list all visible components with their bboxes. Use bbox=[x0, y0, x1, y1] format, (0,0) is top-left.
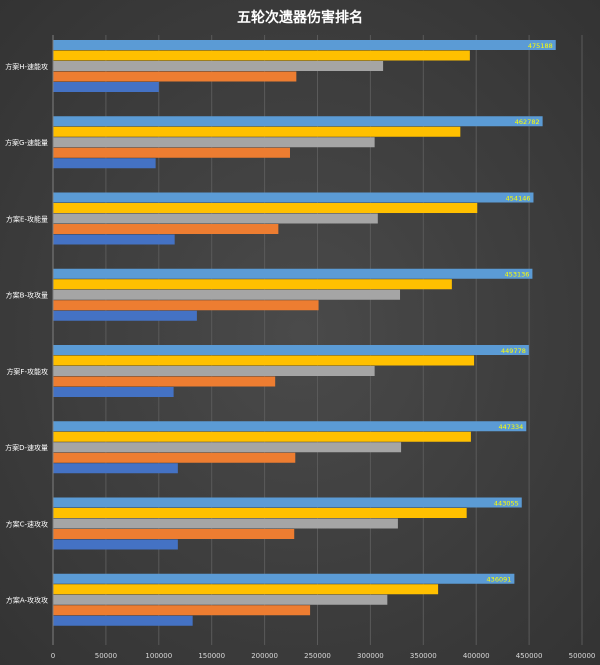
data-label: 436091 bbox=[487, 576, 512, 584]
bar-series4 bbox=[53, 147, 290, 158]
x-tick-label: 0 bbox=[51, 652, 55, 660]
data-label: 453136 bbox=[505, 271, 530, 279]
bar-series2 bbox=[53, 431, 471, 442]
x-tick-label: 300000 bbox=[357, 652, 384, 660]
bar-series5 bbox=[53, 615, 193, 626]
category-label: 方案D-速攻量 bbox=[5, 443, 48, 452]
bar-series3 bbox=[53, 366, 375, 376]
bar-series5 bbox=[53, 387, 174, 397]
bar-series3 bbox=[53, 61, 384, 71]
bar-series2 bbox=[53, 355, 475, 366]
x-tick-label: 350000 bbox=[410, 652, 437, 660]
data-label: 462782 bbox=[515, 118, 540, 126]
bar-series3 bbox=[53, 289, 401, 300]
category-label: 方案H-速能攻 bbox=[5, 62, 48, 71]
bar-series2 bbox=[53, 50, 470, 61]
labels-layer: 475188 462782 454146 453136 449778 447334 4430… bbox=[487, 42, 553, 584]
bar-series3 bbox=[53, 518, 398, 529]
bar-series5 bbox=[53, 234, 175, 245]
category-label: 方案B-攻攻量 bbox=[6, 291, 48, 300]
bar-series5 bbox=[53, 463, 178, 474]
x-tick-label: 100000 bbox=[145, 652, 172, 660]
bar-total bbox=[53, 497, 522, 508]
data-label: 475188 bbox=[528, 42, 553, 50]
x-tick-label: 250000 bbox=[304, 652, 331, 660]
category-label: 方案E-攻能量 bbox=[6, 214, 48, 223]
grid-layer bbox=[52, 35, 583, 645]
bar-series2 bbox=[53, 279, 452, 290]
axis-layer: 0 50000 100000 150000 200000 250000 300000 3500… bbox=[5, 35, 595, 660]
bar-series5 bbox=[53, 82, 159, 92]
bar-series4 bbox=[53, 605, 311, 616]
data-label: 443055 bbox=[494, 499, 519, 507]
bar-series5 bbox=[53, 539, 178, 550]
category-label: 方案A-攻攻攻 bbox=[6, 596, 48, 605]
bar-total bbox=[53, 345, 529, 355]
bar-total bbox=[53, 40, 556, 50]
bar-total bbox=[53, 268, 533, 279]
bar-total bbox=[53, 116, 543, 127]
chart-title: 五轮次遗器伤害排名 bbox=[237, 9, 363, 26]
data-label: 454146 bbox=[506, 194, 531, 202]
x-tick-label: 450000 bbox=[516, 652, 543, 660]
x-tick-label: 400000 bbox=[463, 652, 490, 660]
x-tick-label: 150000 bbox=[198, 652, 225, 660]
category-label: 方案F-攻能攻 bbox=[6, 367, 48, 376]
bar-series2 bbox=[53, 126, 461, 137]
bar-series2 bbox=[53, 584, 439, 595]
bar-series5 bbox=[53, 310, 197, 321]
data-label: 447334 bbox=[498, 423, 523, 431]
bar-total bbox=[53, 421, 527, 432]
bar-series4 bbox=[53, 452, 296, 463]
bar-series4 bbox=[53, 376, 276, 387]
bar-series3 bbox=[53, 442, 402, 453]
bar-series4 bbox=[53, 300, 319, 311]
bars-layer bbox=[53, 40, 556, 626]
x-tick-label: 500000 bbox=[569, 652, 596, 660]
bar-series4 bbox=[53, 529, 295, 539]
bar-series5 bbox=[53, 158, 156, 169]
category-label: 方案C-速攻攻 bbox=[6, 519, 48, 528]
bar-total bbox=[53, 192, 534, 203]
bar-series4 bbox=[53, 71, 297, 82]
bar-series3 bbox=[53, 594, 388, 605]
data-label: 449778 bbox=[501, 347, 526, 355]
category-label: 方案G-速能量 bbox=[5, 138, 48, 147]
bar-series2 bbox=[53, 508, 467, 518]
x-tick-label: 200000 bbox=[251, 652, 278, 660]
bar-series3 bbox=[53, 213, 378, 224]
bar-series4 bbox=[53, 224, 279, 234]
x-tick-label: 50000 bbox=[95, 652, 117, 660]
bar-total bbox=[53, 573, 515, 584]
bar-series3 bbox=[53, 137, 375, 148]
bar-series2 bbox=[53, 203, 478, 213]
